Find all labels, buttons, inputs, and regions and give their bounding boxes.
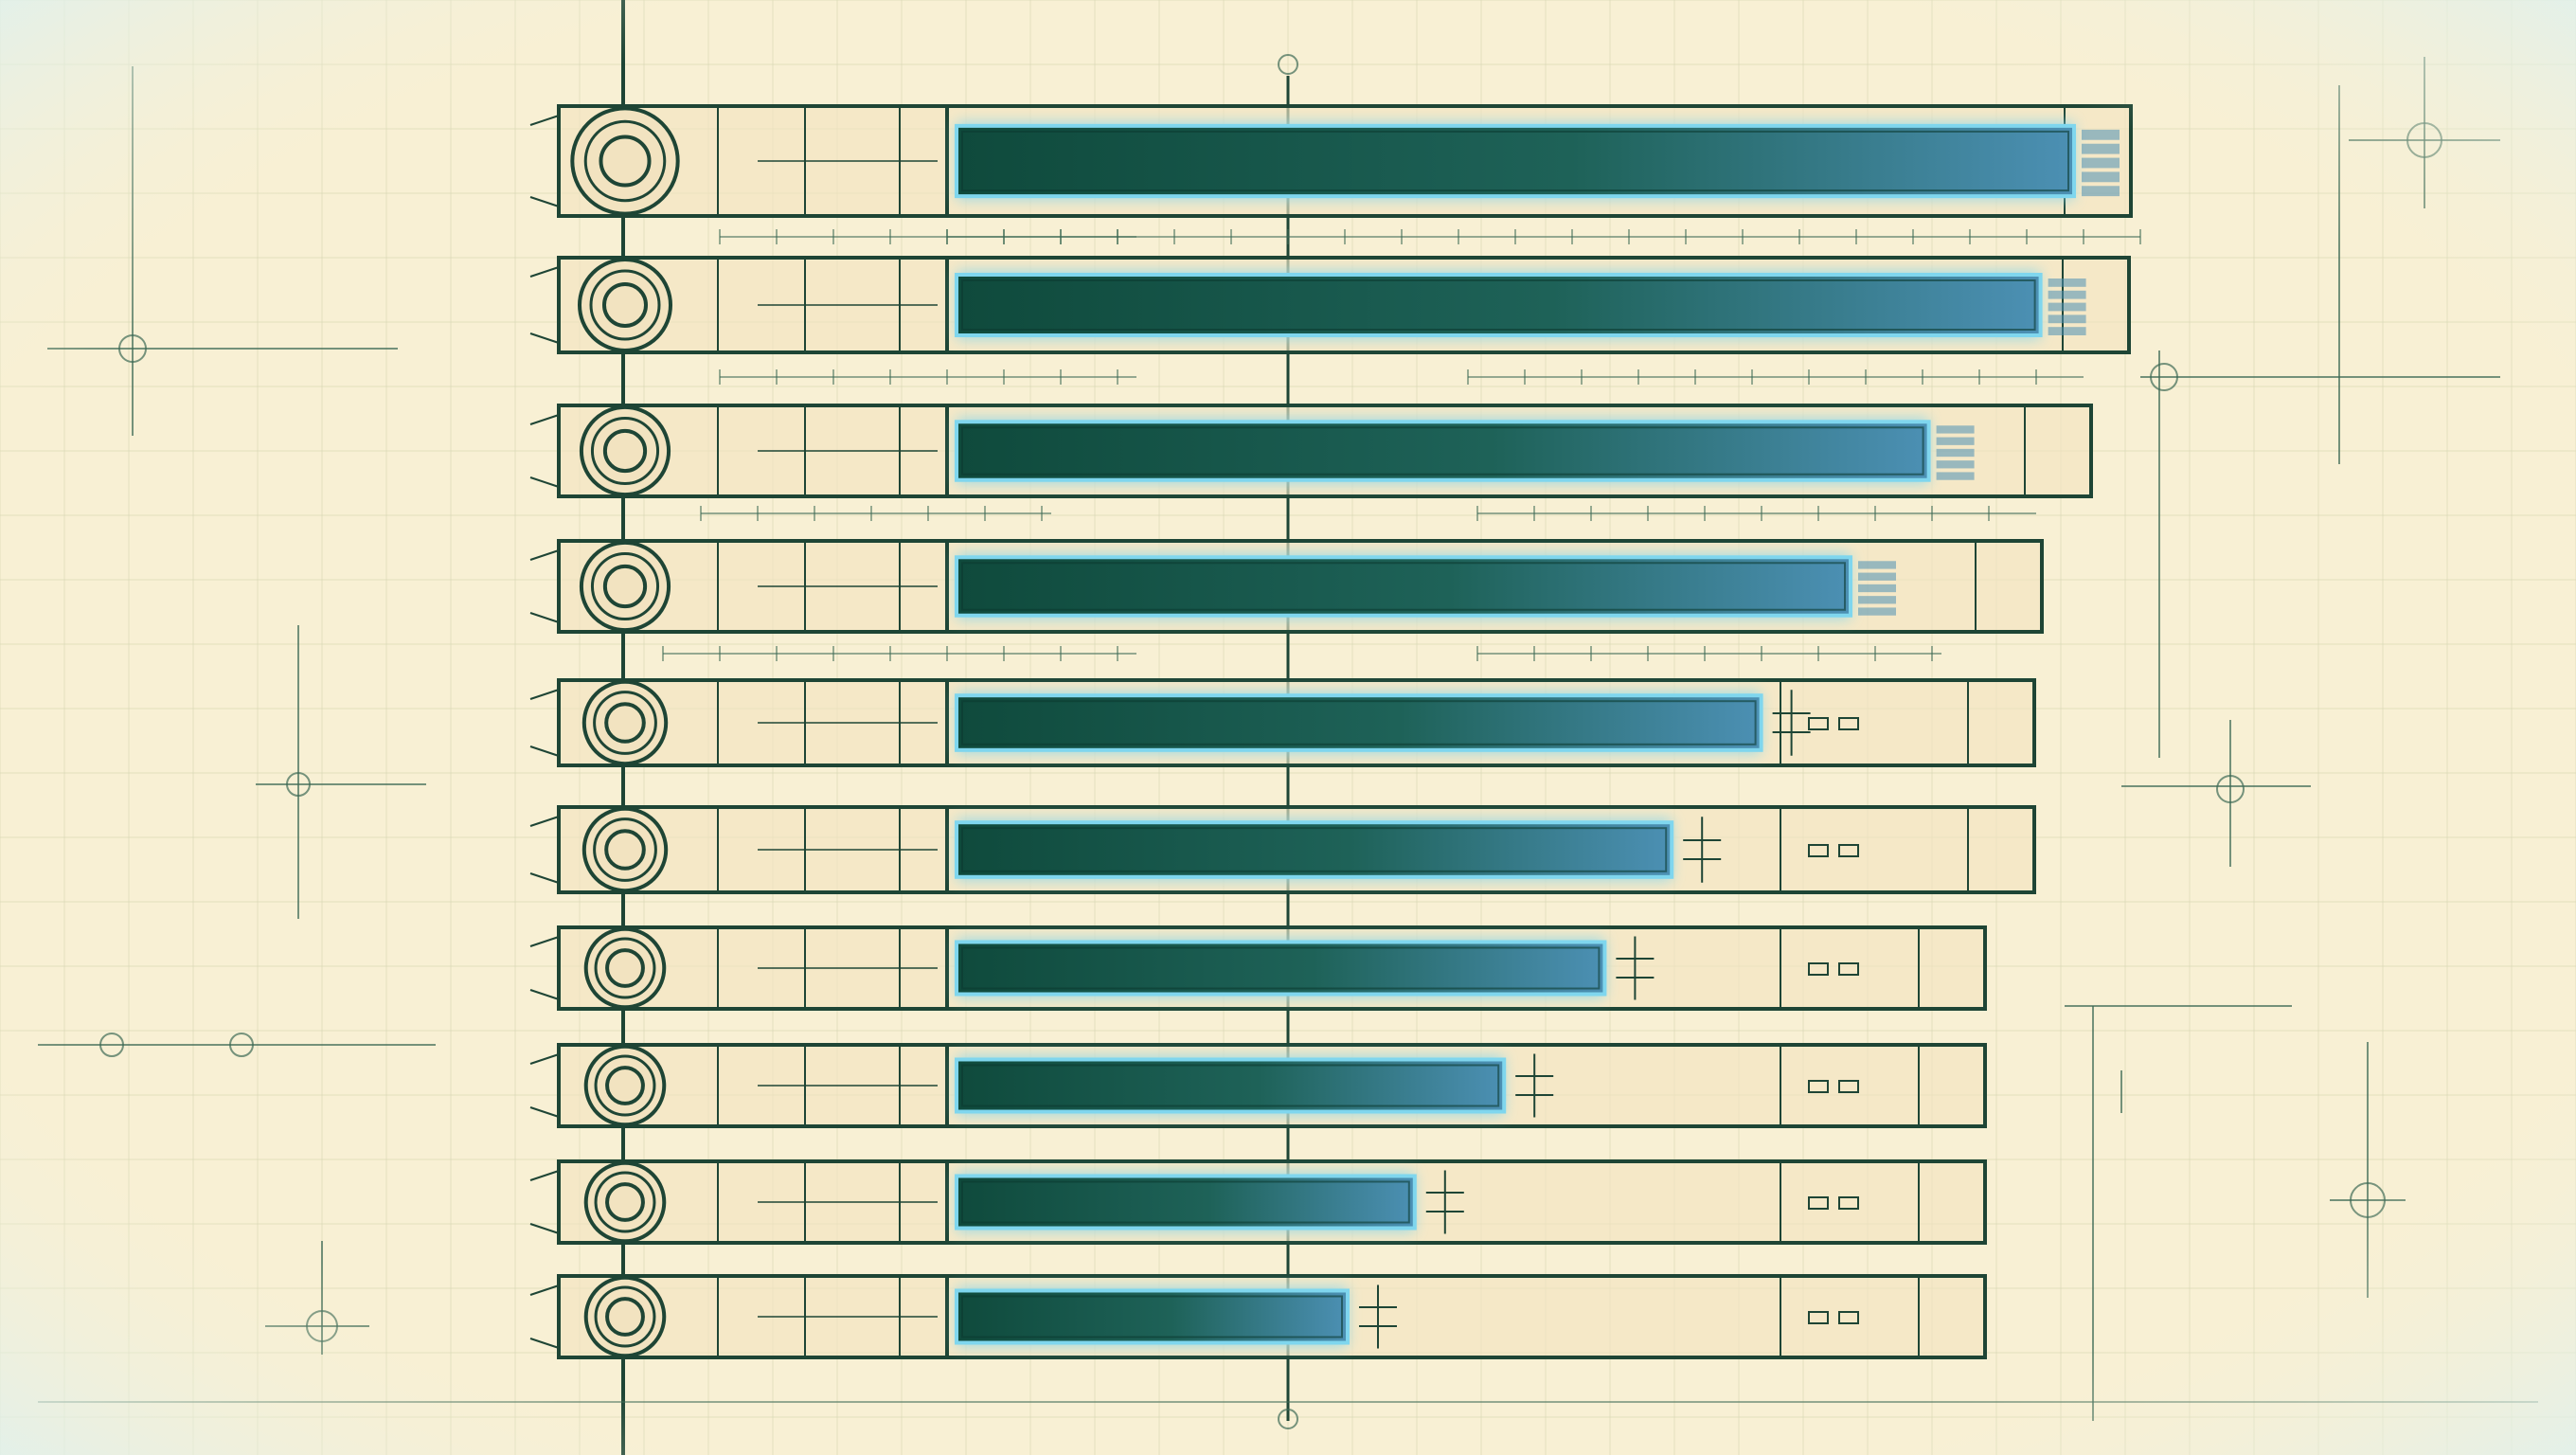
blueprint-canvas bbox=[0, 0, 2576, 1455]
paper-vignette bbox=[0, 0, 2576, 1455]
blueprint-bar-chart bbox=[0, 0, 2576, 1455]
